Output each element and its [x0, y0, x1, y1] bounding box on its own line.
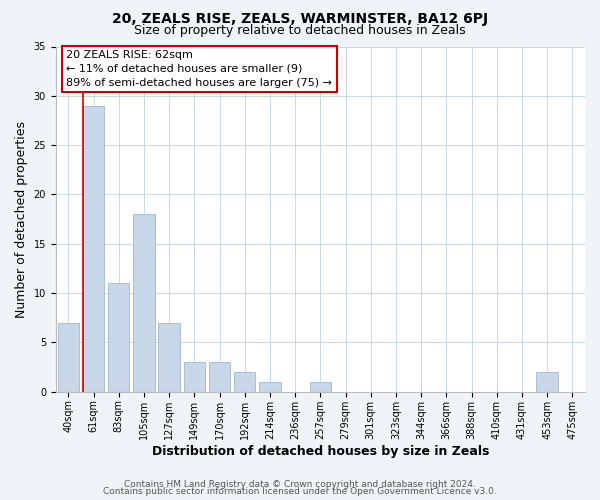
Text: Contains public sector information licensed under the Open Government Licence v3: Contains public sector information licen… — [103, 487, 497, 496]
Bar — [58, 322, 79, 392]
Bar — [108, 284, 130, 392]
Bar — [158, 322, 180, 392]
Text: 20, ZEALS RISE, ZEALS, WARMINSTER, BA12 6PJ: 20, ZEALS RISE, ZEALS, WARMINSTER, BA12 … — [112, 12, 488, 26]
Bar — [209, 362, 230, 392]
Text: Size of property relative to detached houses in Zeals: Size of property relative to detached ho… — [134, 24, 466, 37]
Y-axis label: Number of detached properties: Number of detached properties — [15, 120, 28, 318]
Text: Contains HM Land Registry data © Crown copyright and database right 2024.: Contains HM Land Registry data © Crown c… — [124, 480, 476, 489]
Bar — [536, 372, 558, 392]
Text: 20 ZEALS RISE: 62sqm
← 11% of detached houses are smaller (9)
89% of semi-detach: 20 ZEALS RISE: 62sqm ← 11% of detached h… — [67, 50, 332, 88]
Bar — [133, 214, 155, 392]
Bar — [184, 362, 205, 392]
Bar — [310, 382, 331, 392]
X-axis label: Distribution of detached houses by size in Zeals: Distribution of detached houses by size … — [152, 444, 489, 458]
Bar — [234, 372, 256, 392]
Bar — [83, 106, 104, 392]
Bar — [259, 382, 281, 392]
